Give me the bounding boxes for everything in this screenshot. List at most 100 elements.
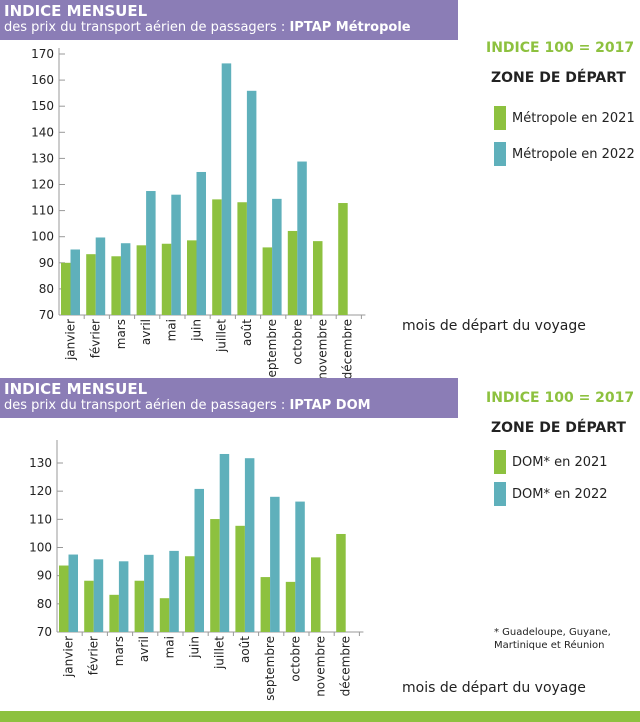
x-tick-label: septembre [265,319,279,384]
chart2-index-note: INDICE 100 = 2017 [486,390,635,406]
bar-mai-0 [159,598,170,632]
legend-label: DOM* en 2022 [512,486,608,502]
x-tick-label: janvier [62,636,76,678]
bar-février-1 [95,237,106,315]
chart2-subtitle-bold: IPTAP DOM [289,398,371,413]
x-tick-label: août [238,636,252,663]
x-tick-label: juillet [215,319,229,353]
y-tick-label: 80 [39,282,54,296]
legend-label: Métropole en 2021 [512,110,635,126]
bar-février-1 [93,559,104,632]
bar-novembre-0 [311,557,321,632]
x-tick-label: octobre [290,319,304,365]
bar-août-1 [244,458,255,632]
chart1-header: INDICE MENSUEL des prix du transport aér… [0,0,458,40]
x-tick-label: juin [188,636,202,659]
legend-label: DOM* en 2021 [512,454,608,470]
chart1-subtitle-text: des prix du transport aérien de passager… [4,20,290,35]
chart1-title: INDICE MENSUEL [4,2,148,20]
bar-juin-1 [196,171,206,315]
bar-mai-1 [171,194,181,315]
bar-janvier-0 [61,262,71,315]
bar-octobre-1 [295,501,305,632]
bar-septembre-1 [272,198,282,315]
bar-février-0 [84,580,94,632]
bar-août-1 [246,90,257,316]
bar-juillet-0 [210,519,220,632]
bar-septembre-1 [270,496,280,632]
bar-janvier-0 [59,565,69,632]
x-tick-label: avril [139,319,153,345]
bar-janvier-1 [70,249,80,315]
chart2-subtitle-text: des prix du transport aérien de passager… [4,398,290,413]
bar-décembre-0 [336,533,346,632]
x-tick-label: novembre [316,319,330,380]
bar-novembre-0 [313,241,323,315]
x-tick-label: février [89,319,103,358]
x-tick-label: octobre [288,636,302,682]
bar-avril-1 [144,554,154,632]
chart1-subtitle-bold: IPTAP Métropole [289,20,411,35]
bar-mars-1 [118,561,129,632]
x-tick-label: juin [190,319,204,342]
y-tick-label: 150 [31,99,54,113]
y-tick-label: 120 [29,484,52,498]
chart1-legend-2022: Métropole en 2022 [494,142,635,166]
x-tick-label: mars [114,319,128,349]
y-tick-label: 70 [39,308,54,322]
bar-avril-0 [136,245,147,315]
x-tick-label: août [240,319,254,346]
bar-mars-0 [111,256,121,315]
y-tick-label: 90 [39,256,54,270]
chart2-title: INDICE MENSUEL [4,380,148,398]
y-tick-label: 110 [29,512,52,526]
y-tick-label: 70 [37,625,52,639]
bar-juillet-1 [221,63,232,316]
chart2-legend-title: ZONE DE DÉPART [491,420,626,436]
chart2-subtitle: des prix du transport aérien de passager… [4,398,371,413]
y-tick-label: 140 [31,125,54,139]
y-tick-label: 130 [31,151,54,165]
bar-août-0 [235,525,245,632]
y-tick-label: 100 [29,541,52,555]
chart2-xlabel: mois de départ du voyage [402,680,586,696]
legend-swatch [494,142,506,166]
bar-mai-1 [169,550,179,632]
legend-swatch [494,482,506,506]
x-tick-label: juillet [213,636,227,670]
bar-mai-0 [161,243,172,315]
y-tick-label: 80 [37,597,52,611]
chart2-legend-2022: DOM* en 2022 [494,482,608,506]
bar-octobre-0 [285,581,296,632]
x-tick-label: mai [162,636,176,658]
x-tick-label: janvier [64,319,78,361]
chart2-footnote: * Guadeloupe, Guyane, Martinique et Réun… [494,627,611,651]
bar-septembre-0 [260,577,271,632]
x-tick-label: février [87,636,101,675]
bar-octobre-0 [287,230,298,315]
x-tick-label: novembre [314,636,328,697]
x-tick-label: septembre [263,636,277,701]
bar-février-0 [86,254,96,315]
bar-juin-1 [194,488,204,632]
y-tick-label: 130 [29,456,52,470]
chart2-legend-2021: DOM* en 2021 [494,450,608,474]
y-tick-label: 170 [31,47,54,61]
bar-avril-1 [146,191,156,315]
chart2: 70 80 90 100 110 120 130 janvier février mars avri… [29,440,364,701]
y-tick-label: 120 [31,178,54,192]
y-tick-label: 160 [31,73,54,87]
chart2-header: INDICE MENSUEL des prix du transport aér… [0,378,458,418]
x-tick-label: avril [137,636,151,662]
chart1-index-note: INDICE 100 = 2017 [486,40,635,56]
bar-mars-1 [120,243,131,315]
bar-avril-0 [134,580,145,632]
bar-juin-0 [187,240,197,315]
bar-décembre-0 [338,203,348,315]
x-tick-label: décembre [339,636,353,696]
bar-octobre-1 [297,161,307,315]
x-tick-label: décembre [341,319,355,379]
y-tick-label: 100 [31,230,54,244]
chart1-legend-2021: Métropole en 2021 [494,106,635,130]
y-tick-label: 90 [37,569,52,583]
